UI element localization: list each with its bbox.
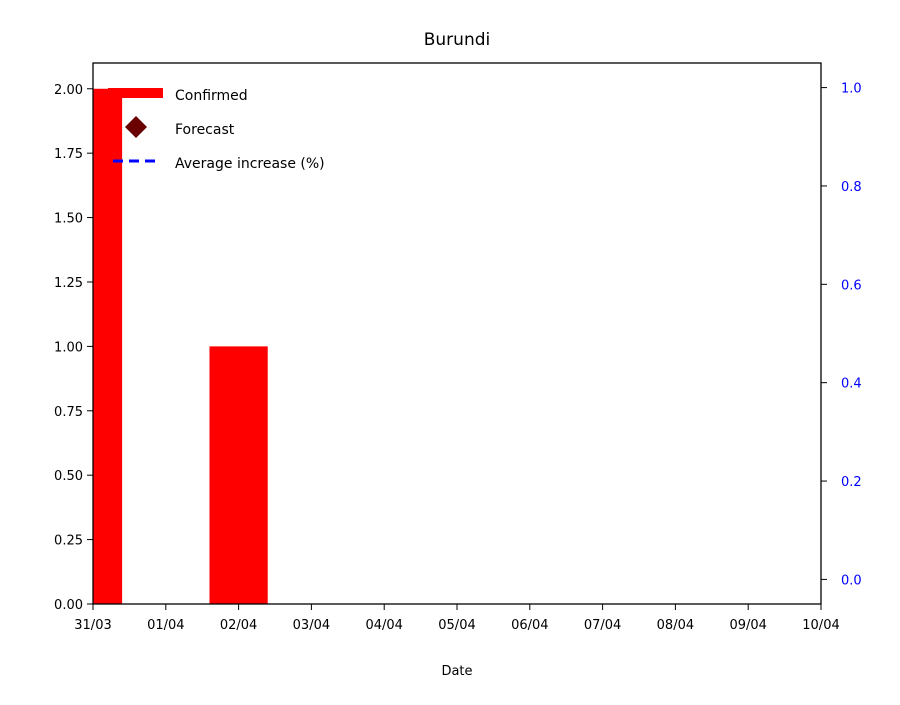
y-tick-label: 1.25 — [54, 276, 83, 291]
x-axis: 31/03 01/04 02/04 03/04 04/04 05/04 06/04 07/04… — [74, 604, 840, 633]
y-tick-label: 0.75 — [54, 405, 83, 420]
chart-title: Burundi — [424, 30, 491, 50]
y-tick-label: 0.25 — [54, 534, 83, 549]
x-tick-label: 04/04 — [365, 618, 402, 633]
y-axis-right: 0.0 0.2 0.4 0.6 0.8 1.0 — [821, 82, 862, 588]
legend-label-confirmed: Confirmed — [175, 88, 248, 104]
x-tick-label: 01/04 — [147, 618, 184, 633]
legend-label-average-increase: Average increase (%) — [175, 156, 325, 172]
y-tick-label: 2.00 — [54, 83, 83, 98]
legend-swatch-forecast — [125, 116, 147, 138]
y2-tick-label: 0.2 — [841, 475, 862, 490]
x-tick-label: 06/04 — [511, 618, 548, 633]
x-tick-label: 03/04 — [293, 618, 330, 633]
bar-31-03 — [93, 88, 123, 604]
y-tick-label: 0.00 — [54, 598, 83, 613]
y-axis-left: 0.00 0.25 0.50 0.75 1.00 1.25 1.50 1.75 2.00 — [54, 83, 93, 613]
x-tick-label: 07/04 — [584, 618, 621, 633]
y-tick-label: 0.50 — [54, 469, 83, 484]
y2-tick-label: 1.0 — [841, 82, 862, 97]
y-tick-label: 1.00 — [54, 340, 83, 355]
y2-tick-label: 0.4 — [841, 377, 862, 392]
y2-tick-label: 0.8 — [841, 180, 862, 195]
y-tick-label: 1.75 — [54, 147, 83, 162]
x-tick-label: 02/04 — [220, 618, 257, 633]
legend-swatch-confirmed — [108, 88, 163, 98]
y2-tick-label: 0.0 — [841, 573, 862, 588]
x-tick-label: 31/03 — [74, 618, 111, 633]
x-tick-label: 08/04 — [657, 618, 694, 633]
y2-tick-label: 0.6 — [841, 278, 862, 293]
x-tick-label: 09/04 — [729, 618, 766, 633]
x-tick-label: 10/04 — [802, 618, 839, 633]
x-tick-label: 05/04 — [438, 618, 475, 633]
legend: Confirmed Forecast Average increase (%) — [108, 88, 325, 172]
x-axis-label: Date — [441, 664, 472, 679]
y-tick-label: 1.50 — [54, 212, 83, 227]
legend-label-forecast: Forecast — [175, 122, 235, 138]
bar-02-04 — [209, 346, 268, 604]
bars-layer — [93, 88, 268, 604]
